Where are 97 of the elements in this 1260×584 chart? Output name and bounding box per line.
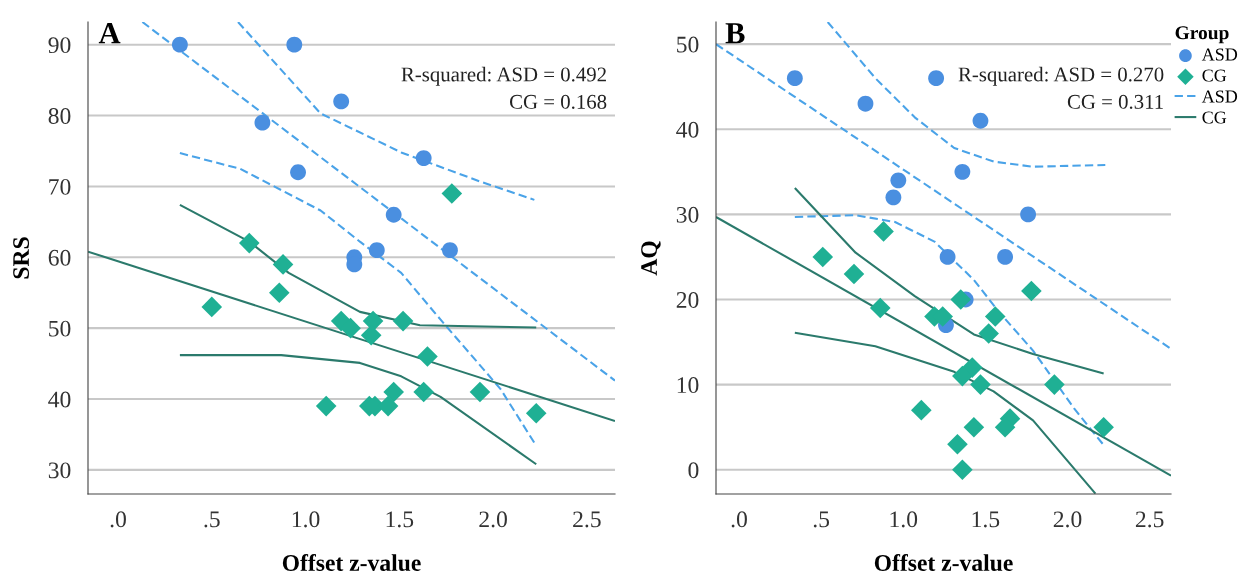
point [340, 317, 361, 339]
y-tick-label: 70 [49, 178, 71, 195]
y-axis-title: AQ [641, 241, 661, 276]
point [812, 246, 834, 268]
y-tick-label: 20 [676, 291, 699, 308]
y-tick-label: 30 [48, 462, 71, 479]
point [928, 70, 945, 87]
point [972, 112, 989, 129]
point [978, 323, 999, 344]
point [392, 310, 414, 332]
y-tick-label: 0 [688, 462, 699, 479]
point [984, 306, 1006, 327]
y-tick-label: 50 [677, 36, 699, 53]
point [525, 402, 547, 424]
point [362, 310, 384, 332]
point [1020, 206, 1037, 223]
point [442, 242, 458, 259]
y-tick-label: 30 [676, 206, 699, 223]
y-tick-label: 60 [48, 249, 71, 266]
line-series [793, 214, 1105, 447]
point [947, 433, 968, 455]
line-series [237, 22, 536, 201]
y-tick-label: 40 [676, 121, 699, 138]
point [171, 36, 188, 53]
y-tick-label: 40 [48, 391, 71, 408]
point [963, 416, 985, 438]
point [873, 221, 894, 242]
point [238, 232, 260, 254]
line-series [178, 354, 538, 466]
annotation: R-squared: ASD = 0.270 [958, 66, 1164, 86]
point [950, 289, 972, 310]
annotation: R-squared: ASD = 0.492 [401, 66, 606, 86]
point [269, 282, 290, 304]
point [201, 296, 223, 318]
x-tick-label: .5 [204, 511, 220, 528]
y-tick-label: 90 [48, 37, 71, 54]
x-tick-label: .0 [731, 511, 747, 528]
line-series [793, 186, 1105, 375]
y-axis-title: SRS [13, 237, 30, 279]
x-tick-label: .0 [110, 511, 126, 528]
point [1021, 280, 1042, 302]
x-tick-label: 2.0 [1053, 511, 1082, 528]
x-tick-label: 1.5 [972, 511, 1000, 528]
point [997, 249, 1014, 265]
point [469, 381, 491, 403]
legend-title: Group [1175, 26, 1229, 44]
point [413, 381, 434, 403]
x-tick-label: 2.5 [573, 511, 601, 528]
x-tick-label: 2.0 [479, 511, 507, 528]
chart-title: A [98, 23, 121, 44]
point [954, 163, 971, 180]
point [417, 346, 438, 367]
point [911, 399, 932, 421]
point [857, 95, 874, 112]
point [890, 172, 907, 189]
annotation: CG = 0.168 [509, 94, 607, 109]
point [869, 297, 891, 319]
point [360, 324, 382, 346]
legend-label: ASD [1201, 48, 1238, 61]
point [885, 189, 902, 206]
x-axis-title: Offset z-value [874, 554, 1013, 571]
x-axis-title: Offset z-value [282, 554, 421, 571]
legend-label: ASD [1201, 90, 1238, 103]
x-tick-label: 2.5 [1135, 511, 1164, 528]
point [441, 183, 463, 204]
point [415, 150, 432, 166]
y-tick-label: 10 [677, 377, 699, 394]
y-tick-label: 50 [49, 320, 71, 337]
point [286, 36, 303, 53]
point [1044, 374, 1065, 395]
chart-title: B [725, 23, 745, 44]
legend-label: CG [1202, 111, 1227, 124]
point [961, 357, 983, 378]
x-tick-label: .5 [813, 511, 830, 528]
point [952, 365, 973, 387]
y-tick-label: 80 [48, 108, 71, 124]
point [254, 114, 271, 131]
point [970, 374, 991, 395]
x-tick-label: 1.0 [890, 511, 918, 528]
line-series [178, 203, 538, 329]
point [1093, 416, 1114, 438]
point [290, 164, 306, 181]
point [843, 263, 865, 285]
annotation: CG = 0.311 [1067, 94, 1163, 109]
x-tick-label: 1.5 [386, 511, 414, 528]
point [333, 93, 350, 110]
point [383, 381, 404, 403]
x-tick-label: 1.0 [292, 511, 320, 528]
point [939, 249, 956, 265]
legend-label: CG [1202, 69, 1227, 82]
point [368, 242, 385, 259]
point [272, 254, 294, 275]
point [786, 70, 803, 87]
point [315, 395, 337, 417]
line-series [793, 331, 1097, 494]
point [952, 459, 973, 481]
point [385, 206, 402, 223]
